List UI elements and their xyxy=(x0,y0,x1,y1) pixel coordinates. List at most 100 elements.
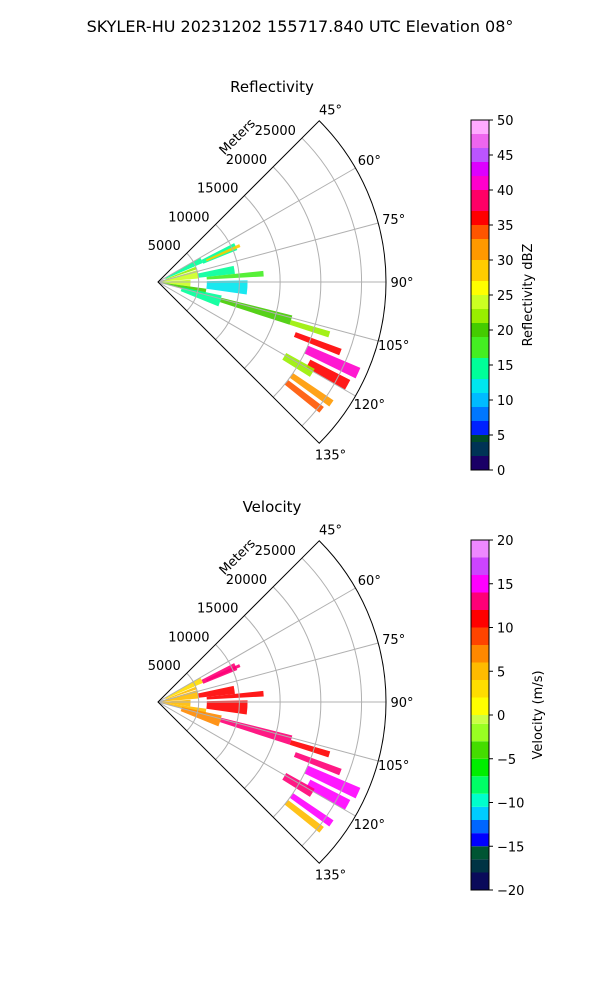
reflectivity-colorbar-segment-16 xyxy=(471,211,489,225)
velocity-colorbar-label: Velocity (m/s) xyxy=(531,670,546,759)
velocity-colorbar-tick-label-8: 20 xyxy=(497,534,514,549)
reflectivity-azimuth-gridline-4 xyxy=(157,281,379,342)
velocity-colorbar-tick-label-3: −5 xyxy=(497,753,516,768)
reflectivity-colorbar-segment-21 xyxy=(471,134,489,148)
velocity-colorbar-segment-3 xyxy=(471,833,489,847)
reflectivity-azimuth-label-1: 60° xyxy=(358,154,381,169)
reflectivity-panel: Reflectivity45°60°75°90°105°120°135°5000… xyxy=(148,78,536,479)
velocity-azimuth-label-1: 60° xyxy=(358,574,381,589)
reflectivity-title: Reflectivity xyxy=(230,78,314,96)
reflectivity-colorbar-tick-label-7: 35 xyxy=(497,219,514,234)
reflectivity-colorbar-segment-7 xyxy=(471,358,489,379)
reflectivity-echoes xyxy=(161,243,361,413)
reflectivity-range-label-4: 25000 xyxy=(255,124,296,139)
velocity-colorbar-segment-16 xyxy=(471,627,489,645)
reflectivity-colorbar-tick-label-6: 30 xyxy=(497,254,514,269)
velocity-colorbar-segment-4 xyxy=(471,820,489,834)
reflectivity-range-label-3: 20000 xyxy=(226,153,267,168)
reflectivity-colorbar-segment-5 xyxy=(471,393,489,407)
reflectivity-colorbar-tick-label-4: 20 xyxy=(497,324,514,339)
reflectivity-range-label-2: 15000 xyxy=(197,182,238,197)
reflectivity-grid xyxy=(157,137,386,427)
velocity-colorbar-segment-13 xyxy=(471,680,489,698)
reflectivity-echo-5 xyxy=(197,265,235,278)
velocity-colorbar-tick-label-0: −20 xyxy=(497,884,524,899)
reflectivity-azimuth-gridline-5 xyxy=(157,281,356,397)
velocity-colorbar-segment-10 xyxy=(471,723,489,742)
velocity-echo-5 xyxy=(197,685,235,698)
velocity-echo-18 xyxy=(284,800,324,833)
velocity-colorbar-segment-2 xyxy=(471,846,489,860)
reflectivity-colorbar-segment-2 xyxy=(471,435,489,442)
reflectivity-colorbar-segment-20 xyxy=(471,148,489,162)
reflectivity-colorbar-segment-1 xyxy=(471,442,489,456)
reflectivity-colorbar-tick-label-9: 45 xyxy=(497,149,514,164)
velocity-azimuth-gridline-2 xyxy=(157,642,379,703)
velocity-echo-17 xyxy=(289,793,334,827)
reflectivity-colorbar-tick-label-5: 25 xyxy=(497,289,514,304)
reflectivity-colorbar-segment-4 xyxy=(471,407,489,421)
reflectivity-colorbar-segment-9 xyxy=(471,323,489,337)
reflectivity-azimuth-gridline-2 xyxy=(157,222,379,283)
velocity-range-label-4: 25000 xyxy=(255,544,296,559)
velocity-echo-14 xyxy=(304,765,361,799)
velocity-colorbar-segment-17 xyxy=(471,610,489,628)
velocity-azimuth-label-3: 90° xyxy=(390,696,413,711)
reflectivity-echo-3 xyxy=(165,266,197,280)
reflectivity-echo-8 xyxy=(206,280,248,295)
reflectivity-colorbar-tick-label-3: 15 xyxy=(497,359,514,374)
velocity-colorbar-segment-18 xyxy=(471,592,489,610)
velocity-echo-0 xyxy=(165,677,203,699)
reflectivity-colorbar-tick-label-2: 10 xyxy=(497,394,514,409)
reflectivity-echo-12 xyxy=(289,320,331,338)
velocity-panel: Velocity 45° 60° 75° 90° 105° 120° 135° 5000 1000… xyxy=(148,498,546,899)
reflectivity-colorbar-tick-label-10: 50 xyxy=(497,114,514,129)
reflectivity-colorbar: 0 5 10 15 20 25 30 35 40 45 50 Reflectivity dBZ xyxy=(470,114,536,479)
reflectivity-azimuth-label-2: 75° xyxy=(382,213,405,228)
velocity-colorbar-tick-label-4: 0 xyxy=(497,709,505,724)
reflectivity-colorbar-segment-11 xyxy=(471,295,489,309)
velocity-colorbar-tick-label-5: 5 xyxy=(497,665,505,680)
reflectivity-colorbar-segment-14 xyxy=(471,239,489,260)
reflectivity-colorbar-tick-label-1: 5 xyxy=(497,429,505,444)
reflectivity-colorbar-segment-13 xyxy=(471,260,489,281)
velocity-azimuth-gridline-4 xyxy=(157,701,379,762)
reflectivity-echo-7 xyxy=(162,279,191,287)
reflectivity-range-label-0: 5000 xyxy=(148,239,181,254)
reflectivity-sector-frame xyxy=(157,120,387,444)
reflectivity-colorbar-segment-17 xyxy=(471,190,489,211)
velocity-azimuth-gridline-5 xyxy=(157,701,356,817)
reflectivity-echo-17 xyxy=(289,373,334,407)
velocity-title: Velocity xyxy=(243,498,302,516)
velocity-colorbar-segment-19 xyxy=(471,575,489,593)
reflectivity-azimuth-label-3: 90° xyxy=(390,276,413,291)
velocity-colorbar-tick-label-7: 15 xyxy=(497,578,514,593)
velocity-colorbar-segment-6 xyxy=(471,793,489,807)
reflectivity-azimuth-label-6: 135° xyxy=(315,449,346,464)
velocity-colorbar-tick-label-2: −10 xyxy=(497,797,524,812)
velocity-range-label-0: 5000 xyxy=(148,659,181,674)
velocity-echo-8 xyxy=(206,700,248,715)
velocity-colorbar-segment-20 xyxy=(471,557,489,575)
reflectivity-colorbar-tick-label-0: 0 xyxy=(497,464,505,479)
reflectivity-colorbar-segment-19 xyxy=(471,162,489,176)
reflectivity-colorbar-segment-10 xyxy=(471,309,489,323)
velocity-colorbar-segment-7 xyxy=(471,776,489,794)
velocity-colorbar-segment-11 xyxy=(471,715,489,724)
reflectivity-echo-10 xyxy=(180,287,222,307)
velocity-colorbar-segment-5 xyxy=(471,806,489,820)
velocity-echo-13 xyxy=(293,752,342,776)
velocity-grid xyxy=(157,557,386,847)
velocity-colorbar-segment-12 xyxy=(471,697,489,715)
reflectivity-azimuth-label-5: 120° xyxy=(354,398,385,413)
velocity-colorbar-segment-14 xyxy=(471,662,489,680)
velocity-colorbar-segment-0 xyxy=(471,872,489,890)
reflectivity-colorbar-segment-12 xyxy=(471,281,489,295)
reflectivity-colorbar-segment-18 xyxy=(471,176,489,190)
reflectivity-colorbar-segment-8 xyxy=(471,337,489,358)
reflectivity-azimuth-label-0: 45° xyxy=(319,103,342,118)
reflectivity-echo-14 xyxy=(304,345,361,379)
velocity-colorbar-segment-15 xyxy=(471,645,489,663)
reflectivity-colorbar-label: Reflectivity dBZ xyxy=(521,244,536,347)
